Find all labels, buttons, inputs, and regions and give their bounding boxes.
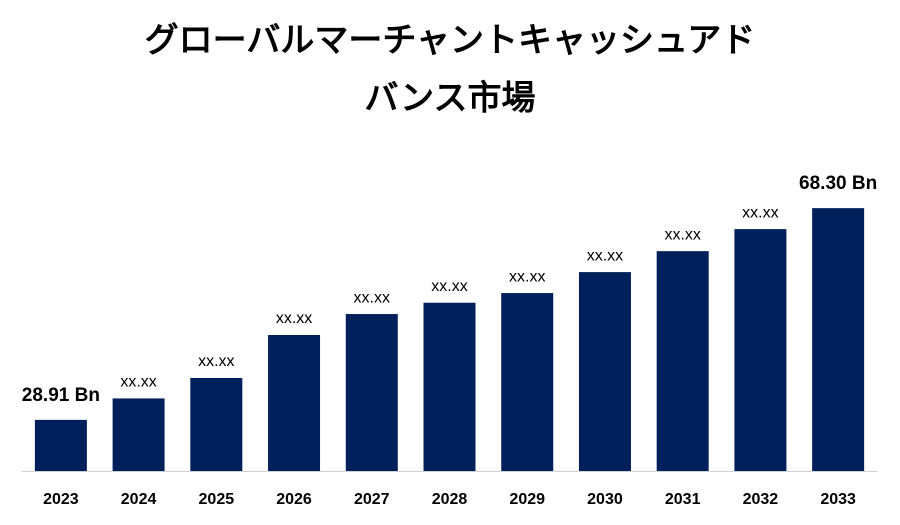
x-tick-label: 2029	[509, 491, 545, 508]
value-label: xx.xx	[354, 289, 390, 306]
value-label: 68.30 Bn	[799, 173, 877, 194]
x-tick-label: 2027	[354, 491, 390, 508]
value-label: xx.xx	[276, 310, 312, 327]
bar	[812, 208, 865, 471]
value-label: xx.xx	[664, 226, 700, 243]
value-label: xx.xx	[587, 247, 623, 264]
bar	[34, 419, 87, 471]
chart-title: バンス市場	[364, 79, 535, 119]
bar	[656, 251, 709, 471]
bar	[734, 229, 787, 471]
x-tick-label: 2025	[199, 491, 235, 508]
x-tick-label: 2032	[743, 491, 779, 508]
chart-title: グローバルマーチャントキャッシュアド	[145, 21, 756, 61]
x-tick-label: 2028	[432, 491, 468, 508]
value-label: xx.xx	[509, 268, 545, 285]
value-label: xx.xx	[198, 353, 234, 370]
x-tick-label: 2024	[121, 491, 157, 508]
bar	[112, 398, 165, 471]
value-label: xx.xx	[742, 204, 778, 221]
bar	[501, 293, 554, 471]
value-label: xx.xx	[120, 374, 156, 391]
bar	[578, 272, 631, 471]
x-tick-label: 2026	[276, 491, 312, 508]
bar	[190, 378, 243, 471]
x-tick-label: 2033	[820, 491, 856, 508]
x-tick-label: 2031	[665, 491, 701, 508]
bar	[345, 314, 398, 471]
x-tick-label: 2030	[587, 491, 623, 508]
value-label: 28.91 Bn	[22, 385, 100, 406]
x-tick-label: 2023	[43, 491, 79, 508]
bar	[423, 302, 476, 471]
bar	[268, 335, 321, 471]
value-label: xx.xx	[431, 278, 467, 295]
